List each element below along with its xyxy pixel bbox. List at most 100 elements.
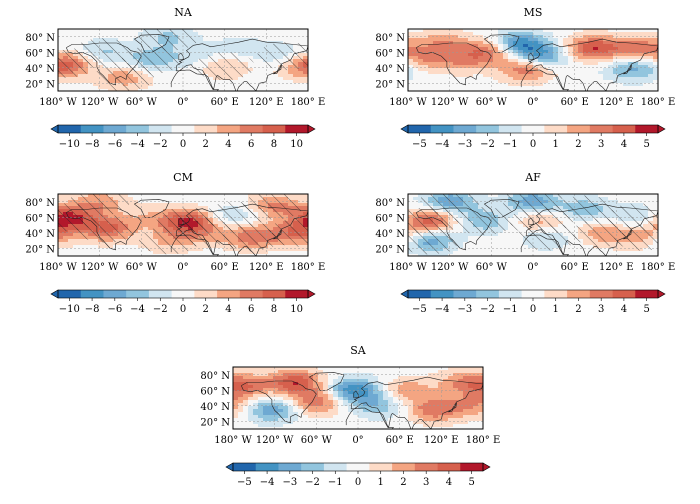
field-cell — [578, 251, 584, 255]
field-cell — [603, 68, 609, 72]
field-cell — [528, 29, 534, 33]
field-cell — [93, 32, 99, 36]
colorbar-swatch — [431, 125, 454, 133]
field-cell — [553, 29, 559, 33]
field-cell — [518, 80, 524, 84]
field-cell — [543, 53, 549, 57]
field-cell — [253, 400, 259, 404]
field-cell — [253, 421, 259, 425]
field-cell — [463, 29, 469, 33]
field-cell — [338, 397, 344, 401]
field-cell — [433, 80, 439, 84]
field-cell — [73, 83, 79, 87]
field-cell — [253, 32, 259, 36]
field-cell — [193, 74, 199, 78]
field-cell — [608, 68, 614, 72]
field-cell — [568, 53, 574, 57]
field-cell — [523, 251, 529, 255]
field-cell — [498, 68, 504, 72]
field-cell — [203, 38, 209, 42]
colorbar-swatch — [217, 290, 240, 298]
field-cell — [598, 29, 604, 33]
x-tick-label: 60° E — [211, 97, 239, 108]
field-cell — [473, 62, 479, 66]
field-cell — [233, 406, 239, 410]
field-cell — [258, 400, 264, 404]
field-cell — [523, 44, 529, 48]
field-cell — [323, 418, 329, 422]
colorbar-swatch — [408, 290, 431, 298]
field-cell — [498, 194, 504, 198]
field-cell — [218, 32, 224, 36]
field-cell — [253, 367, 259, 371]
field-cell — [308, 415, 314, 419]
field-cell — [613, 197, 619, 201]
field-cell — [273, 382, 279, 386]
field-cell — [233, 38, 239, 42]
x-tick-label: 120° W — [81, 97, 119, 108]
field-cell — [343, 424, 349, 428]
field-cell — [213, 32, 219, 36]
field-cell — [243, 86, 249, 90]
field-cell — [348, 391, 354, 395]
field-cell — [183, 53, 189, 57]
field-cell — [433, 83, 439, 87]
field-cell — [273, 424, 279, 428]
field-cell — [333, 418, 339, 422]
field-cell — [408, 83, 414, 87]
field-cell — [568, 62, 574, 66]
field-cell — [323, 376, 329, 380]
field-cell — [553, 53, 559, 57]
field-cell — [128, 32, 134, 36]
field-cell — [228, 251, 234, 255]
field-cell — [233, 370, 239, 374]
field-cell — [523, 53, 529, 57]
field-cell — [248, 370, 254, 374]
field-cell — [348, 367, 354, 371]
field-cell — [618, 47, 624, 51]
field-cell — [568, 32, 574, 36]
field-cell — [583, 47, 589, 51]
field-cell — [203, 251, 209, 255]
field-cell — [263, 32, 269, 36]
field-cell — [333, 406, 339, 410]
colorbar-tick-label: −4 — [130, 139, 145, 150]
field-cell — [638, 50, 644, 54]
x-tick-label: 60° E — [561, 262, 589, 273]
colorbar-swatch — [285, 125, 308, 133]
field-cell — [293, 418, 299, 422]
colorbar-tick-label: −4 — [435, 139, 450, 150]
field-cell — [438, 80, 444, 84]
field-cell — [268, 391, 274, 395]
field-cell — [283, 251, 289, 255]
field-cell — [618, 50, 624, 54]
field-cell — [58, 86, 64, 90]
field-cell — [163, 194, 169, 198]
field-cell — [228, 248, 234, 252]
field-cell — [533, 32, 539, 36]
field-cell — [453, 53, 459, 57]
field-cell — [623, 32, 629, 36]
field-cell — [538, 83, 544, 87]
field-cell — [253, 59, 259, 63]
field-cell — [483, 53, 489, 57]
field-cell — [233, 412, 239, 416]
field-cell — [278, 74, 284, 78]
field-cell — [528, 83, 534, 87]
field-cell — [513, 242, 519, 246]
field-cell — [448, 83, 454, 87]
field-cell — [473, 242, 479, 246]
field-cell — [283, 415, 289, 419]
field-cell — [438, 86, 444, 90]
field-cell — [133, 242, 139, 246]
field-cell — [523, 50, 529, 54]
field-cell — [448, 38, 454, 42]
field-cell — [628, 83, 634, 87]
field-cell — [223, 83, 229, 87]
field-cell — [508, 41, 514, 45]
field-cell — [133, 218, 139, 222]
field-cell — [268, 77, 274, 81]
field-cell — [483, 197, 489, 201]
